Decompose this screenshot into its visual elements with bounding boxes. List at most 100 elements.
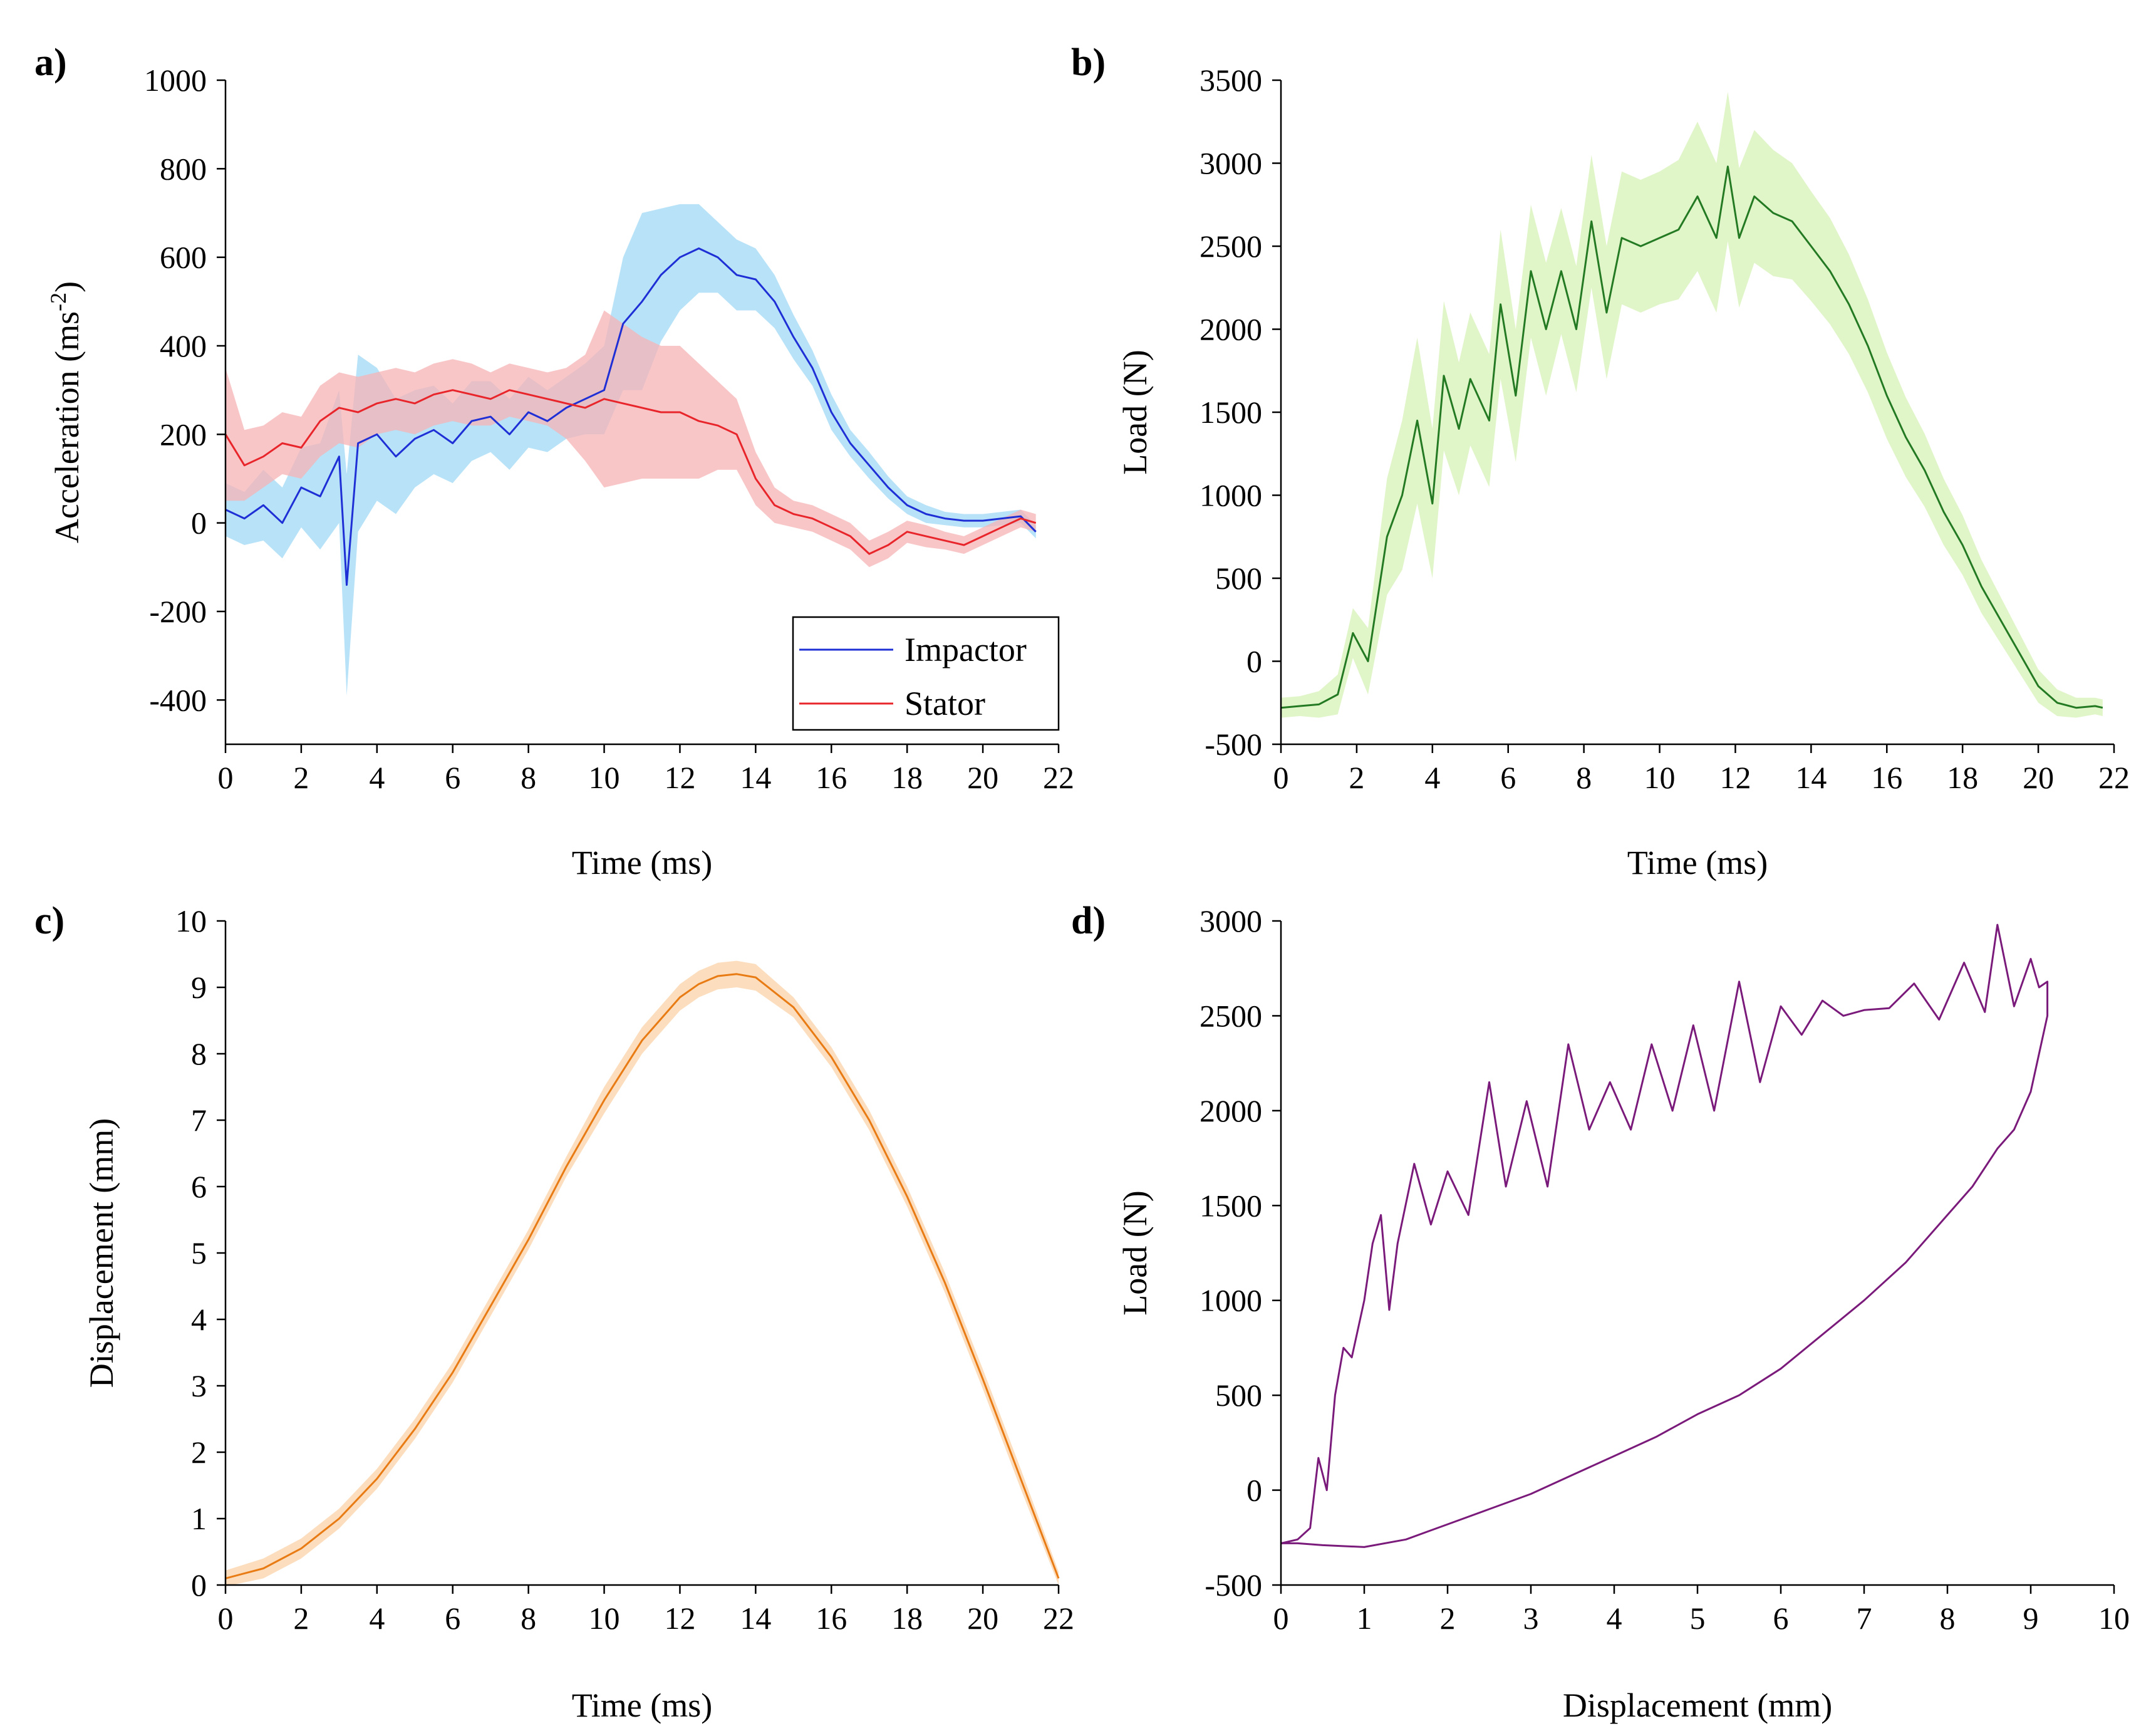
- x-tick-label: 2: [1349, 760, 1364, 795]
- y-tick-label: 2000: [1200, 1093, 1262, 1128]
- x-tick-label: 8: [1940, 1601, 1956, 1636]
- x-tick-label: 1: [1357, 1601, 1372, 1636]
- y-tick-label: 0: [1246, 1473, 1262, 1508]
- x-tick-label: 9: [2023, 1601, 2039, 1636]
- x-tick-label: 5: [1690, 1601, 1706, 1636]
- x-tick-label: 16: [816, 1601, 847, 1636]
- x-tick-label: 3: [1523, 1601, 1539, 1636]
- y-tick-label: 5: [191, 1235, 207, 1271]
- legend-label: Stator: [904, 685, 985, 722]
- x-tick-label: 14: [740, 1601, 771, 1636]
- y-tick-label: 1000: [1200, 478, 1262, 513]
- x-tick-label: 2: [293, 760, 309, 795]
- y-tick-label: 500: [1215, 1378, 1262, 1413]
- y-axis-title: Load (N): [1116, 1190, 1154, 1315]
- x-axis-title: Time (ms): [572, 844, 713, 881]
- x-tick-label: 20: [2023, 760, 2054, 795]
- x-axis-title: Displacement (mm): [1563, 1687, 1832, 1724]
- y-tick-label: 2: [191, 1435, 207, 1470]
- x-tick-label: 4: [1607, 1601, 1622, 1636]
- y-tick-label: 1000: [144, 63, 207, 98]
- y-tick-label: 2000: [1200, 312, 1262, 347]
- y-tick-label: 3000: [1200, 903, 1262, 938]
- panel-label: c): [34, 900, 65, 942]
- series-band-impactor: [225, 204, 1036, 696]
- x-tick-label: 20: [967, 1601, 998, 1636]
- y-tick-label: 0: [191, 506, 207, 541]
- x-tick-label: 16: [816, 760, 847, 795]
- x-tick-label: 10: [2098, 1601, 2130, 1636]
- y-tick-label: 600: [160, 240, 207, 275]
- x-tick-label: 8: [1576, 760, 1592, 795]
- y-tick-label: 800: [160, 151, 207, 186]
- x-tick-label: 0: [218, 1601, 234, 1636]
- x-tick-label: 2: [293, 1601, 309, 1636]
- y-tick-label: 200: [160, 417, 207, 452]
- panel-label: a): [34, 41, 67, 84]
- series-line-load-displacement: [1280, 923, 2049, 1548]
- x-tick-label: 8: [521, 1601, 536, 1636]
- y-tick-label: 400: [160, 328, 207, 363]
- x-tick-label: 6: [1500, 760, 1516, 795]
- panel-2: b) 0 2 4 6 8 10 12 14 16 18 20 22 -500 0 500 1000 1500 200…: [1071, 41, 2130, 881]
- y-tick-label: 0: [1246, 644, 1262, 679]
- x-tick-label: 10: [1644, 760, 1676, 795]
- y-axis-title: Acceleration (ms-2): [46, 281, 86, 543]
- y-tick-label: 1500: [1200, 395, 1262, 430]
- y-tick-label: 1000: [1200, 1283, 1262, 1318]
- y-tick-label: -400: [149, 682, 207, 717]
- series-line-load: [1280, 165, 2103, 709]
- x-tick-label: 18: [1947, 760, 1978, 795]
- series-band-stator: [225, 310, 1036, 568]
- y-axis-title: Displacement (mm): [83, 1118, 120, 1388]
- y-tick-label: 9: [191, 970, 207, 1005]
- x-tick-label: 12: [664, 760, 695, 795]
- x-tick-label: 16: [1871, 760, 1902, 795]
- legend-label: Impactor: [904, 631, 1027, 668]
- panel-4: d) 0 1 2 3 4 5 6 7 8 9 10 -500 0 500 1000 1500 2000 2500 30…: [1071, 900, 2130, 1724]
- x-tick-label: 4: [369, 760, 385, 795]
- y-tick-label: 4: [191, 1302, 207, 1337]
- x-tick-label: 6: [445, 760, 460, 795]
- x-tick-label: 6: [1773, 1601, 1789, 1636]
- series-line-stator: [224, 389, 1037, 555]
- panel-label: d): [1071, 900, 1106, 942]
- y-tick-label: 1500: [1200, 1188, 1262, 1223]
- y-tick-label: -200: [149, 594, 207, 629]
- y-tick-label: 3500: [1200, 63, 1262, 98]
- x-tick-label: 22: [2098, 760, 2130, 795]
- x-tick-label: 0: [218, 760, 234, 795]
- x-tick-label: 12: [664, 1601, 695, 1636]
- y-tick-label: -500: [1205, 1567, 1262, 1603]
- x-tick-label: 18: [891, 1601, 923, 1636]
- x-tick-label: 14: [1795, 760, 1827, 795]
- y-tick-label: 2500: [1200, 998, 1262, 1033]
- series-band-displacement: [225, 960, 1059, 1587]
- y-tick-label: -500: [1205, 727, 1262, 762]
- x-tick-label: 4: [369, 1601, 385, 1636]
- y-tick-label: 1: [191, 1501, 207, 1536]
- y-tick-label: 6: [191, 1169, 207, 1204]
- panel-label: b): [1071, 41, 1106, 84]
- x-axis-title: Time (ms): [572, 1687, 713, 1724]
- x-tick-label: 10: [589, 1601, 620, 1636]
- x-tick-label: 22: [1043, 760, 1074, 795]
- x-tick-label: 0: [1273, 1601, 1289, 1636]
- y-tick-label: 3: [191, 1368, 207, 1403]
- legend-box: [792, 616, 1060, 731]
- x-tick-label: 14: [740, 760, 771, 795]
- x-axis-title: Time (ms): [1627, 844, 1768, 881]
- series-band-load: [1281, 91, 2103, 718]
- x-tick-label: 0: [1273, 760, 1289, 795]
- x-tick-label: 18: [891, 760, 923, 795]
- y-tick-label: 2500: [1200, 229, 1262, 264]
- y-tick-label: 8: [191, 1036, 207, 1071]
- y-tick-label: 500: [1215, 561, 1262, 596]
- x-tick-label: 20: [967, 760, 998, 795]
- y-tick-label: 7: [191, 1103, 207, 1138]
- series-line-displacement: [225, 973, 1060, 1579]
- x-tick-label: 12: [1719, 760, 1751, 795]
- panel-1: a) 0 2 4 6 8 10 12 14 16 18 20 22 -400 -200 0 200 400 600 8…: [34, 41, 1074, 881]
